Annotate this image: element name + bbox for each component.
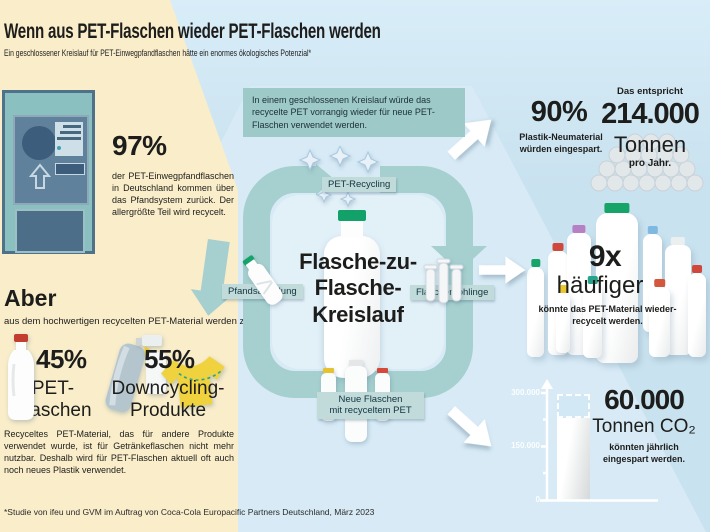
co2-stat-desc: könnten jährlich eingespart werden. — [602, 442, 686, 464]
machine-insert-slot — [55, 163, 85, 175]
crushed-bottle-icon — [242, 255, 283, 305]
pet-bottle-icon — [527, 259, 544, 357]
machine-arrow-up-icon — [28, 163, 52, 189]
arrow-to-co2-icon — [447, 406, 492, 447]
aber-heading: Aber — [4, 285, 57, 311]
pfand-stat-desc: der PET-Einwegpfandflaschen in Deutschla… — [112, 171, 234, 218]
plastic-pellets-icon — [590, 133, 704, 192]
t-shirt-icon — [160, 356, 225, 408]
machine-lower-panel — [15, 209, 85, 253]
display-line — [60, 131, 81, 134]
pet-bottle-icon — [688, 265, 706, 357]
station-pet-recycling: PET-Recycling — [322, 177, 397, 193]
co2-bar-chart: 300.000 150.000 0 — [490, 378, 665, 508]
plastic-film-icon — [105, 343, 146, 412]
aber-note: Recyceltes PET-Material, das für andere … — [4, 429, 234, 476]
station-neue-flaschen: Neue Flaschen mit recyceltem PET — [317, 392, 424, 419]
recycling-stat-desc: könnte das PET-Material wieder- recycelt… — [538, 304, 677, 326]
display-line — [63, 125, 81, 128]
loop-bottle-cap — [338, 210, 366, 221]
cycle-ring — [243, 166, 473, 398]
recycling-stat-unit: häufiger — [556, 272, 644, 299]
y-tick-label: 0 — [535, 495, 540, 504]
material-stat-value: 90% — [530, 96, 588, 128]
reverse-vending-machine-illustration — [2, 90, 95, 254]
preforms-icon — [423, 258, 464, 304]
closed-loop-callout: In einem geschlossenen Kreislauf würde d… — [243, 88, 465, 138]
equiv-intro: Das entspricht — [617, 86, 683, 97]
co2-bar-saved — [557, 394, 590, 418]
loop-bottle-icon — [324, 236, 380, 378]
pet-bottle-icon — [8, 334, 34, 420]
equiv-period: pro Jahr. — [628, 158, 672, 169]
page-subtitle: Ein geschlossener Kreislauf für PET-Einw… — [4, 48, 312, 59]
display-line — [57, 137, 81, 140]
arrow-to-recycling-icon — [479, 256, 526, 284]
pet-bottle-icon — [596, 203, 638, 363]
arrow-to-savings-icon — [447, 119, 492, 160]
co2-stat-value: 60.000 — [604, 384, 685, 415]
downcycling-stat-value: 55% — [144, 344, 195, 374]
pet-stat-value: 45% — [36, 344, 87, 374]
machine-bottle-hole-icon — [22, 126, 56, 160]
aber-intro: aus dem hochwertigen recycelten PET-Mate… — [4, 316, 260, 327]
y-tick-label: 300.000 — [511, 388, 540, 397]
pet-bottle-icon — [649, 279, 670, 357]
machine-upper-panel — [13, 115, 89, 205]
loop-title: Flasche-zu- Flasche- Kreislauf — [299, 249, 417, 327]
pet-flakes-icon — [298, 146, 380, 208]
equiv-unit: Tonnen — [613, 132, 687, 157]
machine-display — [55, 122, 83, 156]
material-stat-desc: Plastik-Neumaterial würden eingespart. — [519, 132, 603, 154]
pfand-stat-value: 97% — [112, 130, 167, 161]
co2-stat-unit: Tonnen CO₂ — [592, 416, 696, 437]
display-dot — [57, 146, 61, 150]
source-note: *Studie von ifeu und GVM im Auftrag von … — [4, 507, 375, 517]
page-title: Wenn aus PET-Flaschen wieder PET-Flasche… — [4, 20, 381, 43]
downcycling-stat-label: Downcycling- Produkte — [111, 378, 225, 421]
loop-bottle-neck — [341, 219, 363, 238]
spray-bottle-icon — [136, 335, 166, 394]
co2-bar-current — [557, 418, 590, 500]
pet-bottle-icon — [583, 276, 602, 358]
equiv-value: 214.000 — [601, 98, 700, 130]
chart-axes — [540, 379, 658, 502]
pet-bottle-icon — [556, 285, 570, 353]
recycling-stat-value: 9x — [588, 240, 622, 273]
y-tick-label: 150.000 — [511, 441, 540, 450]
